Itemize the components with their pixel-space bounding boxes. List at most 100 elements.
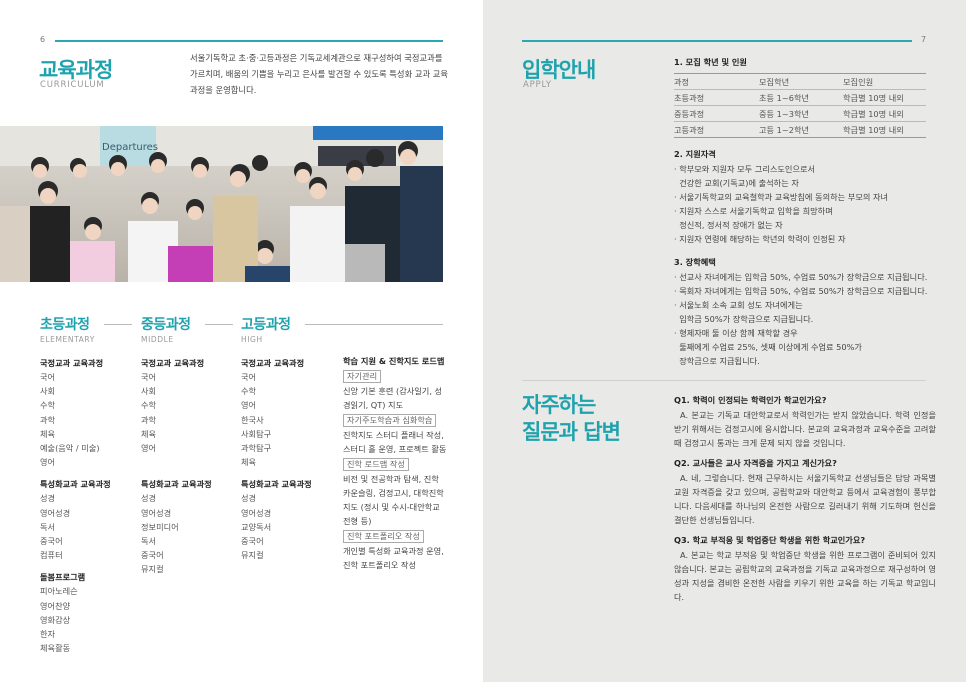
subject-item: 영어찬양	[40, 600, 71, 611]
group-heading: 국정교과 교육과정	[241, 358, 305, 368]
table-cell: 고등 1~2학년	[759, 121, 843, 138]
faq-title-line: 자주하는	[522, 393, 596, 417]
subject-item: 뮤지컬	[141, 564, 164, 575]
subject-item: 교양독서	[241, 521, 272, 532]
subject-item: 컴퓨터	[40, 550, 63, 561]
subject-item: 피아노레슨	[40, 586, 78, 597]
column-subtitle: HIGH	[241, 335, 263, 344]
subject-item: 사회	[40, 386, 56, 397]
high-column: 고등과정 HIGH 국정교과 교육과정 국어 수학 영어 한국사 사회탐구 과학…	[241, 316, 339, 562]
table-row: 초등과정 초등 1~6학년 학급별 10명 내외	[674, 89, 926, 106]
group-heading: 돌봄프로그램	[40, 572, 86, 583]
faq-title: 자주하는 질문과 답변	[522, 392, 621, 446]
eligibility-section: 2. 지원자격 · 학부모와 지원자 모두 그리스도인으로서 건강한 교회(기독…	[674, 147, 936, 246]
list-item: · 형제자매 둘 이상 함께 재학할 경우	[674, 328, 798, 338]
subject-item: 영어성경	[40, 507, 71, 518]
list-item: · 지원자 연령에 해당하는 학년의 학력이 인정된 자	[674, 234, 846, 244]
table-cell: 학급별 10명 내외	[843, 105, 926, 122]
table-header-row: 과정 모집학년 모집인원	[674, 73, 926, 90]
roadmap-text: 카운슬링, 검정고시, 대학진학	[343, 488, 444, 498]
list-item: 정신적, 정서적 장애가 없는 자	[674, 220, 783, 230]
table-header: 모집학년	[759, 73, 843, 90]
subject-item: 성경	[241, 493, 257, 504]
list-item: · 목회자 자녀에게는 입학금 50%, 수업료 50%가 장학금으로 지급됩니…	[674, 286, 928, 296]
subject-item: 독서	[40, 521, 56, 532]
list-item: 건강한 교회(기독교)에 출석하는 자	[674, 178, 799, 188]
column-subtitle: MIDDLE	[141, 335, 174, 344]
column-title: 중등과정	[141, 317, 191, 333]
scholarship-section: 3. 장학혜택 · 선교사 자녀에게는 입학금 50%, 수업료 50%가 장학…	[674, 255, 936, 368]
subject-item: 사회탐구	[241, 428, 272, 439]
list-item: · 서울기독학교의 교육철학과 교육방침에 동의하는 부모의 자녀	[674, 192, 889, 202]
page-subtitle: APPLY	[523, 80, 552, 90]
subject-item: 수학	[141, 400, 157, 411]
faq-answer: A. 본교는 학교 부적응 및 학업중단 학생을 위한 프로그램이 준비되어 있…	[674, 550, 936, 602]
roadmap-text: 진학지도 스터디 플래너 작성,	[343, 430, 444, 440]
roadmap-tag: 자기관리	[343, 370, 382, 383]
subject-item: 수학	[40, 400, 56, 411]
column-title: 고등과정	[241, 317, 291, 333]
subject-item: 과학	[141, 414, 157, 425]
subject-item: 사회	[141, 386, 157, 397]
faq-list: 자주하는 질문과 답변 Q1. 학력이 인정되는 학력인가 학교인가요? A. …	[522, 393, 936, 604]
subject-item: 성경	[40, 493, 56, 504]
subject-item: 국어	[40, 372, 56, 382]
table-cell: 학급별 10명 내외	[843, 89, 926, 106]
faq-question: Q1. 학력이 인정되는 학력인가 학교인가요?	[674, 395, 827, 405]
roadmap-text: 개인별 특성화 교육과정 운영,	[343, 546, 444, 556]
table-cell: 초등 1~6학년	[759, 89, 843, 106]
roadmap-heading: 학습 지원 & 진학지도 로드맵	[343, 356, 445, 366]
table-header: 모집인원	[843, 73, 926, 90]
subject-item: 체육	[141, 428, 157, 439]
subject-item: 과학탐구	[241, 443, 272, 454]
subject-item: 수학	[241, 386, 257, 397]
subject-item: 체육	[241, 457, 257, 468]
title-rule	[205, 324, 233, 325]
title-rule	[104, 324, 132, 325]
group-heading: 국정교과 교육과정	[141, 358, 205, 368]
page-subtitle: CURRICULUM	[40, 80, 105, 90]
subject-item: 중국어	[241, 536, 264, 547]
section-heading: 2. 지원자격	[674, 149, 716, 159]
subject-item: 중국어	[141, 550, 164, 561]
sign-text: Departures	[102, 142, 158, 153]
subject-item: 중국어	[40, 536, 63, 547]
roadmap-text: 지도 (정시 및 수시-대안학교	[343, 502, 440, 512]
roadmap-tag: 진학 포트폴리오 작성	[343, 530, 424, 543]
roadmap-column: 학습 지원 & 진학지도 로드맵 자기관리 신앙 기본 훈련 (감사일기, 성 …	[343, 352, 475, 572]
table-row: 중등과정 중등 1~3학년 학급별 10명 내외	[674, 105, 926, 122]
subject-item: 한자	[40, 629, 56, 640]
subject-item: 영어	[141, 443, 157, 454]
list-item: · 서울노회 소속 교회 성도 자녀에게는	[674, 300, 803, 310]
title-rule	[305, 324, 443, 325]
faq-title-line: 질문과 답변	[522, 420, 621, 444]
subject-item: 국어	[141, 372, 157, 382]
subject-item: 정보미디어	[141, 521, 179, 532]
section-heading: 3. 장학혜택	[674, 257, 716, 267]
subject-item: 체육활동	[40, 643, 71, 654]
header-rule	[522, 40, 912, 42]
page-title: 교육과정	[39, 58, 113, 82]
middle-column: 중등과정 MIDDLE 국정교과 교육과정 국어 사회 수학 과학 체육 영어 …	[141, 316, 239, 577]
roadmap-text: 비전 및 전공학과 탐색, 진학	[343, 474, 439, 484]
roadmap-tag: 자기주도학습과 심화학습	[343, 414, 437, 427]
faq-answer: A. 네, 그렇습니다. 현재 근무하시는 서울기독학교 선생님들은 담당 과목…	[674, 473, 936, 525]
header-rule	[55, 40, 443, 42]
section-heading: 1. 모집 학년 및 인원	[674, 57, 747, 67]
group-photo: Departures	[0, 126, 443, 282]
subject-item: 영화감상	[40, 614, 71, 625]
list-item: 둘째에게 수업료 25%, 셋째 이상에게 수업료 50%가	[674, 342, 862, 352]
roadmap-text: 경읽기, QT) 지도	[343, 400, 404, 410]
column-title: 초등과정	[40, 317, 90, 333]
table-cell: 학급별 10명 내외	[843, 121, 926, 138]
subject-item: 국어	[241, 372, 257, 382]
list-item: · 선교사 자녀에게는 입학금 50%, 수업료 50%가 장학금으로 지급됩니…	[674, 272, 928, 282]
faq-question: Q2. 교사들은 교사 자격증을 가지고 계신가요?	[674, 458, 837, 468]
page-number: 6	[40, 35, 46, 44]
page-number: 7	[921, 35, 927, 44]
table-header: 과정	[674, 73, 759, 90]
recruitment-table: 과정 모집학년 모집인원 초등과정 초등 1~6학년 학급별 10명 내외 중등과정 중등…	[674, 73, 926, 138]
list-item: 장학금으로 지급됩니다.	[674, 356, 760, 366]
table-row: 고등과정 고등 1~2학년 학급별 10명 내외	[674, 121, 926, 138]
elementary-column: 초등과정 ELEMENTARY 국정교과 교육과정 국어 사회 수학 과학 체육…	[40, 316, 138, 655]
